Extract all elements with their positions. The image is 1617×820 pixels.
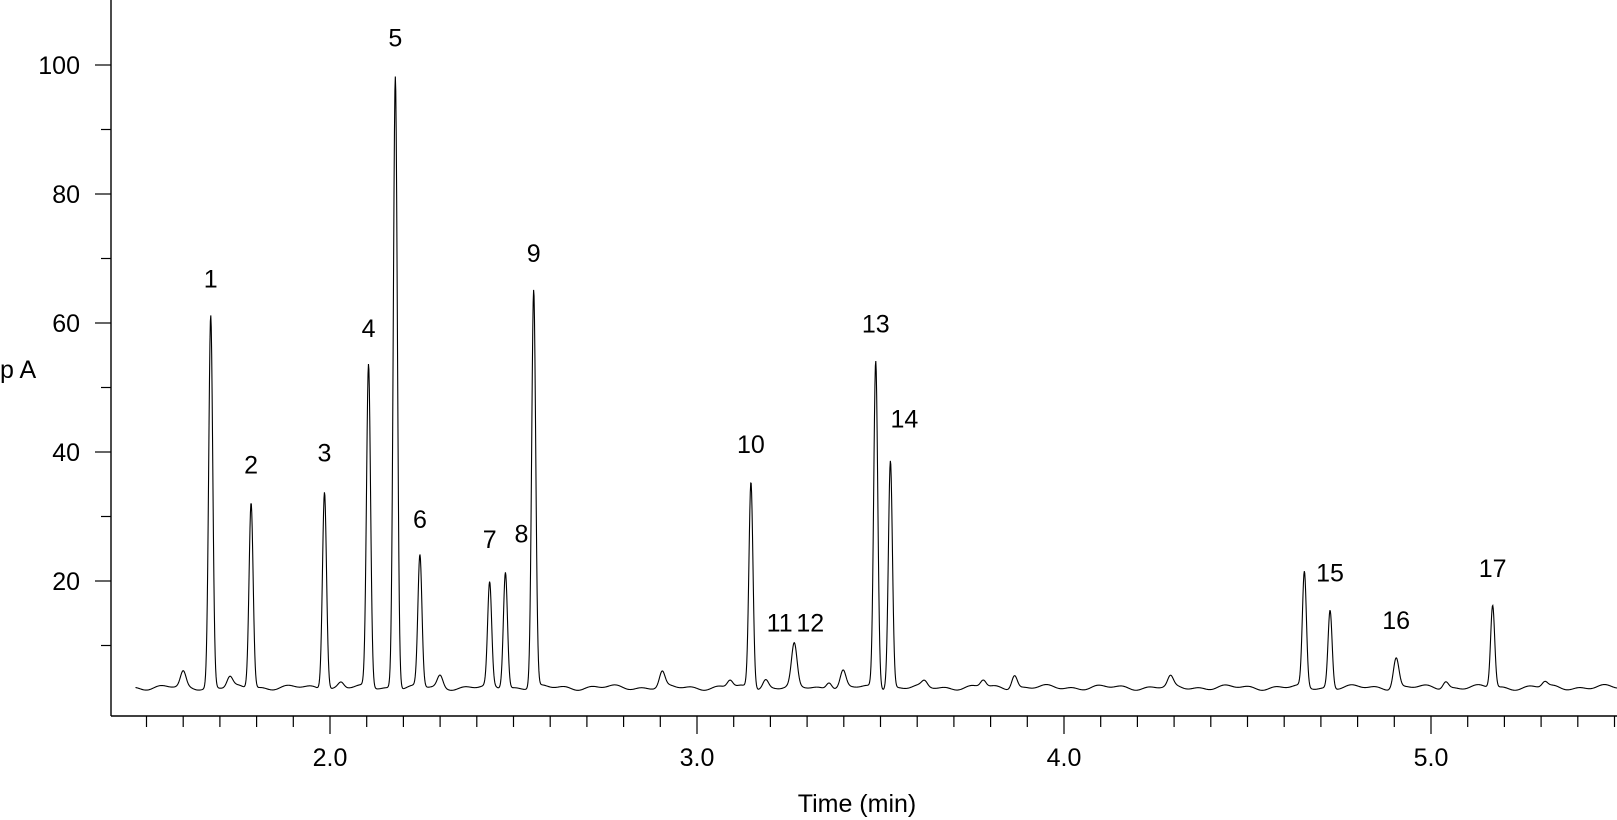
y-tick-label: 20 [52, 568, 80, 596]
peak-label: 16 [1382, 607, 1410, 635]
y-axis-title: p A [0, 356, 36, 384]
peak-label: 5 [388, 25, 402, 53]
peak-label: 12 [796, 610, 824, 638]
peak-label: 4 [362, 315, 376, 343]
peak-label: 8 [514, 521, 528, 549]
peak-label: 3 [318, 439, 332, 467]
y-tick-label: 60 [52, 310, 80, 338]
x-tick-label: 5.0 [1414, 744, 1449, 772]
y-tick-label: 100 [38, 52, 80, 80]
peak-label: 15 [1316, 559, 1344, 587]
peak-label: 2 [244, 452, 258, 480]
chromatogram-trace [135, 76, 1617, 691]
peak-label: 14 [891, 406, 919, 434]
peak-label: 1 [204, 265, 218, 293]
y-tick-label: 40 [52, 439, 80, 467]
peak-label: 6 [413, 506, 427, 534]
peak-label: 10 [737, 431, 765, 459]
x-tick-label: 4.0 [1047, 744, 1082, 772]
y-axis-ticks: 20 40 60 80 100 [38, 52, 111, 647]
x-tick-label: 2.0 [313, 744, 348, 772]
y-tick-label: 80 [52, 181, 80, 209]
peak-label: 7 [483, 526, 497, 554]
peak-label: 11 [767, 610, 793, 638]
peak-label: 13 [862, 310, 890, 338]
x-axis-title: Time (min) [798, 790, 917, 818]
peak-label: 9 [527, 240, 541, 268]
x-axis-ticks: 2.0 3.0 4.0 5.0 [145, 716, 1616, 772]
peak-label: 17 [1479, 555, 1507, 583]
x-tick-label: 3.0 [680, 744, 715, 772]
